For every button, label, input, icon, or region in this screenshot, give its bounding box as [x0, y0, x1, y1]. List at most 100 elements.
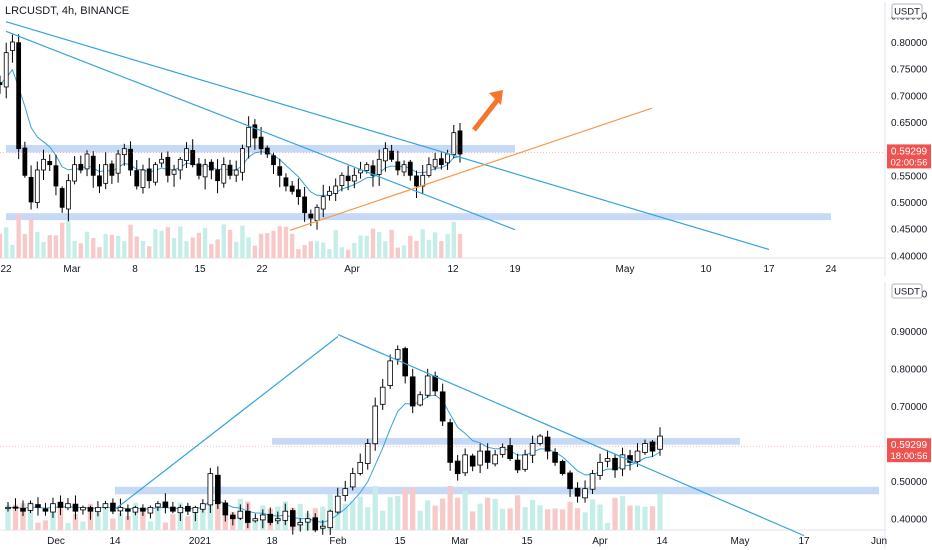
candle-body [146, 168, 152, 182]
volume-bar [440, 498, 446, 530]
volume-bar [22, 233, 28, 258]
candle-body [115, 153, 121, 174]
candle-body [439, 391, 446, 422]
y-tick-label: 0.40000 [891, 515, 928, 526]
candle-body [117, 507, 124, 512]
candle-body [424, 375, 431, 396]
candle-body [357, 461, 364, 474]
volume-bar [240, 225, 245, 258]
y-tick-label: 0.70000 [891, 402, 928, 413]
candle-body [65, 180, 71, 210]
candle-body [87, 507, 94, 512]
candle-body [559, 461, 566, 475]
candle-body [395, 161, 401, 171]
candle-body [597, 461, 603, 476]
volume-bar [35, 522, 41, 530]
candle-body [349, 473, 356, 488]
volume-bar [485, 497, 491, 530]
candle-body [649, 441, 656, 452]
trendline-1 [114, 336, 339, 510]
candle-body [222, 502, 229, 516]
volume-bar [47, 235, 52, 258]
volume-bar [451, 221, 456, 258]
zone-1 [115, 486, 879, 495]
candle-body [177, 507, 184, 514]
candle-body [407, 161, 413, 176]
x-tick-label: 24 [825, 264, 837, 275]
volume-bar [57, 502, 64, 530]
candle-body [342, 488, 349, 497]
y-tick-label: 0.65000 [891, 118, 928, 129]
volume-bar [128, 224, 133, 258]
volume-bar [91, 238, 96, 258]
volume-bar [28, 218, 34, 258]
volume-bar [342, 503, 348, 530]
candle-body [72, 503, 79, 512]
candle-body [3, 52, 9, 88]
candle-body [619, 454, 626, 470]
x-tick-label: 18 [266, 536, 278, 547]
volume-bar [5, 505, 11, 530]
candle-body [53, 165, 59, 187]
volume-bar [372, 486, 378, 530]
x-tick-label: Dec [47, 536, 65, 547]
candle-body [308, 213, 314, 219]
candle-body [507, 445, 513, 460]
y-tick-label: 0.50000 [891, 477, 928, 488]
candle-body [90, 155, 96, 176]
zone-1 [6, 213, 831, 221]
volume-bar [252, 521, 258, 530]
volume-bar [97, 247, 102, 258]
currency-label: USDT [894, 7, 920, 18]
currency-badge-box [891, 283, 923, 299]
candle-body [27, 503, 34, 511]
candle-body [84, 153, 90, 170]
volume-bar [42, 520, 49, 530]
volume-bar [477, 503, 483, 530]
candle-body [245, 510, 251, 523]
candle-body [282, 510, 289, 521]
arrow-up-icon [489, 90, 503, 105]
volume-bar [178, 226, 183, 258]
volume-bar [395, 247, 401, 258]
volume-bar [147, 246, 152, 258]
volume-bar [395, 495, 401, 530]
volume-bar [171, 238, 177, 258]
volume-bar [657, 493, 663, 530]
candle-body [312, 517, 319, 531]
candle-body [314, 206, 320, 221]
x-tick-label: 22 [256, 264, 268, 275]
volume-bar [153, 229, 158, 258]
volume-bar [612, 497, 618, 530]
volume-bar [258, 233, 264, 258]
volume-bar [140, 511, 146, 530]
candle-body [634, 450, 641, 463]
x-tick-label: 15 [521, 536, 533, 547]
volume-bar [103, 234, 108, 258]
candle-body [165, 156, 171, 176]
candle-body [389, 150, 395, 160]
volume-bar [147, 521, 154, 530]
volume-bar [389, 229, 394, 258]
volume-bar [522, 507, 528, 530]
volume-bar [190, 237, 195, 258]
volume-bar [358, 235, 363, 258]
candle-body [582, 488, 588, 499]
candle-body [364, 164, 370, 171]
volume-bar [125, 516, 131, 530]
volume-bar [514, 495, 521, 530]
volume-bar [627, 505, 633, 530]
candle-body [457, 130, 463, 155]
volume-bar [445, 234, 450, 258]
volume-bar [642, 506, 648, 530]
candle-body [153, 164, 158, 183]
volume-bar [507, 508, 513, 530]
x-tick-label: 19 [509, 264, 521, 275]
volume-bar [80, 521, 86, 530]
candle-body [128, 148, 133, 171]
candle-body [432, 158, 438, 168]
volume-bar [109, 234, 115, 258]
candle-body [327, 510, 334, 529]
